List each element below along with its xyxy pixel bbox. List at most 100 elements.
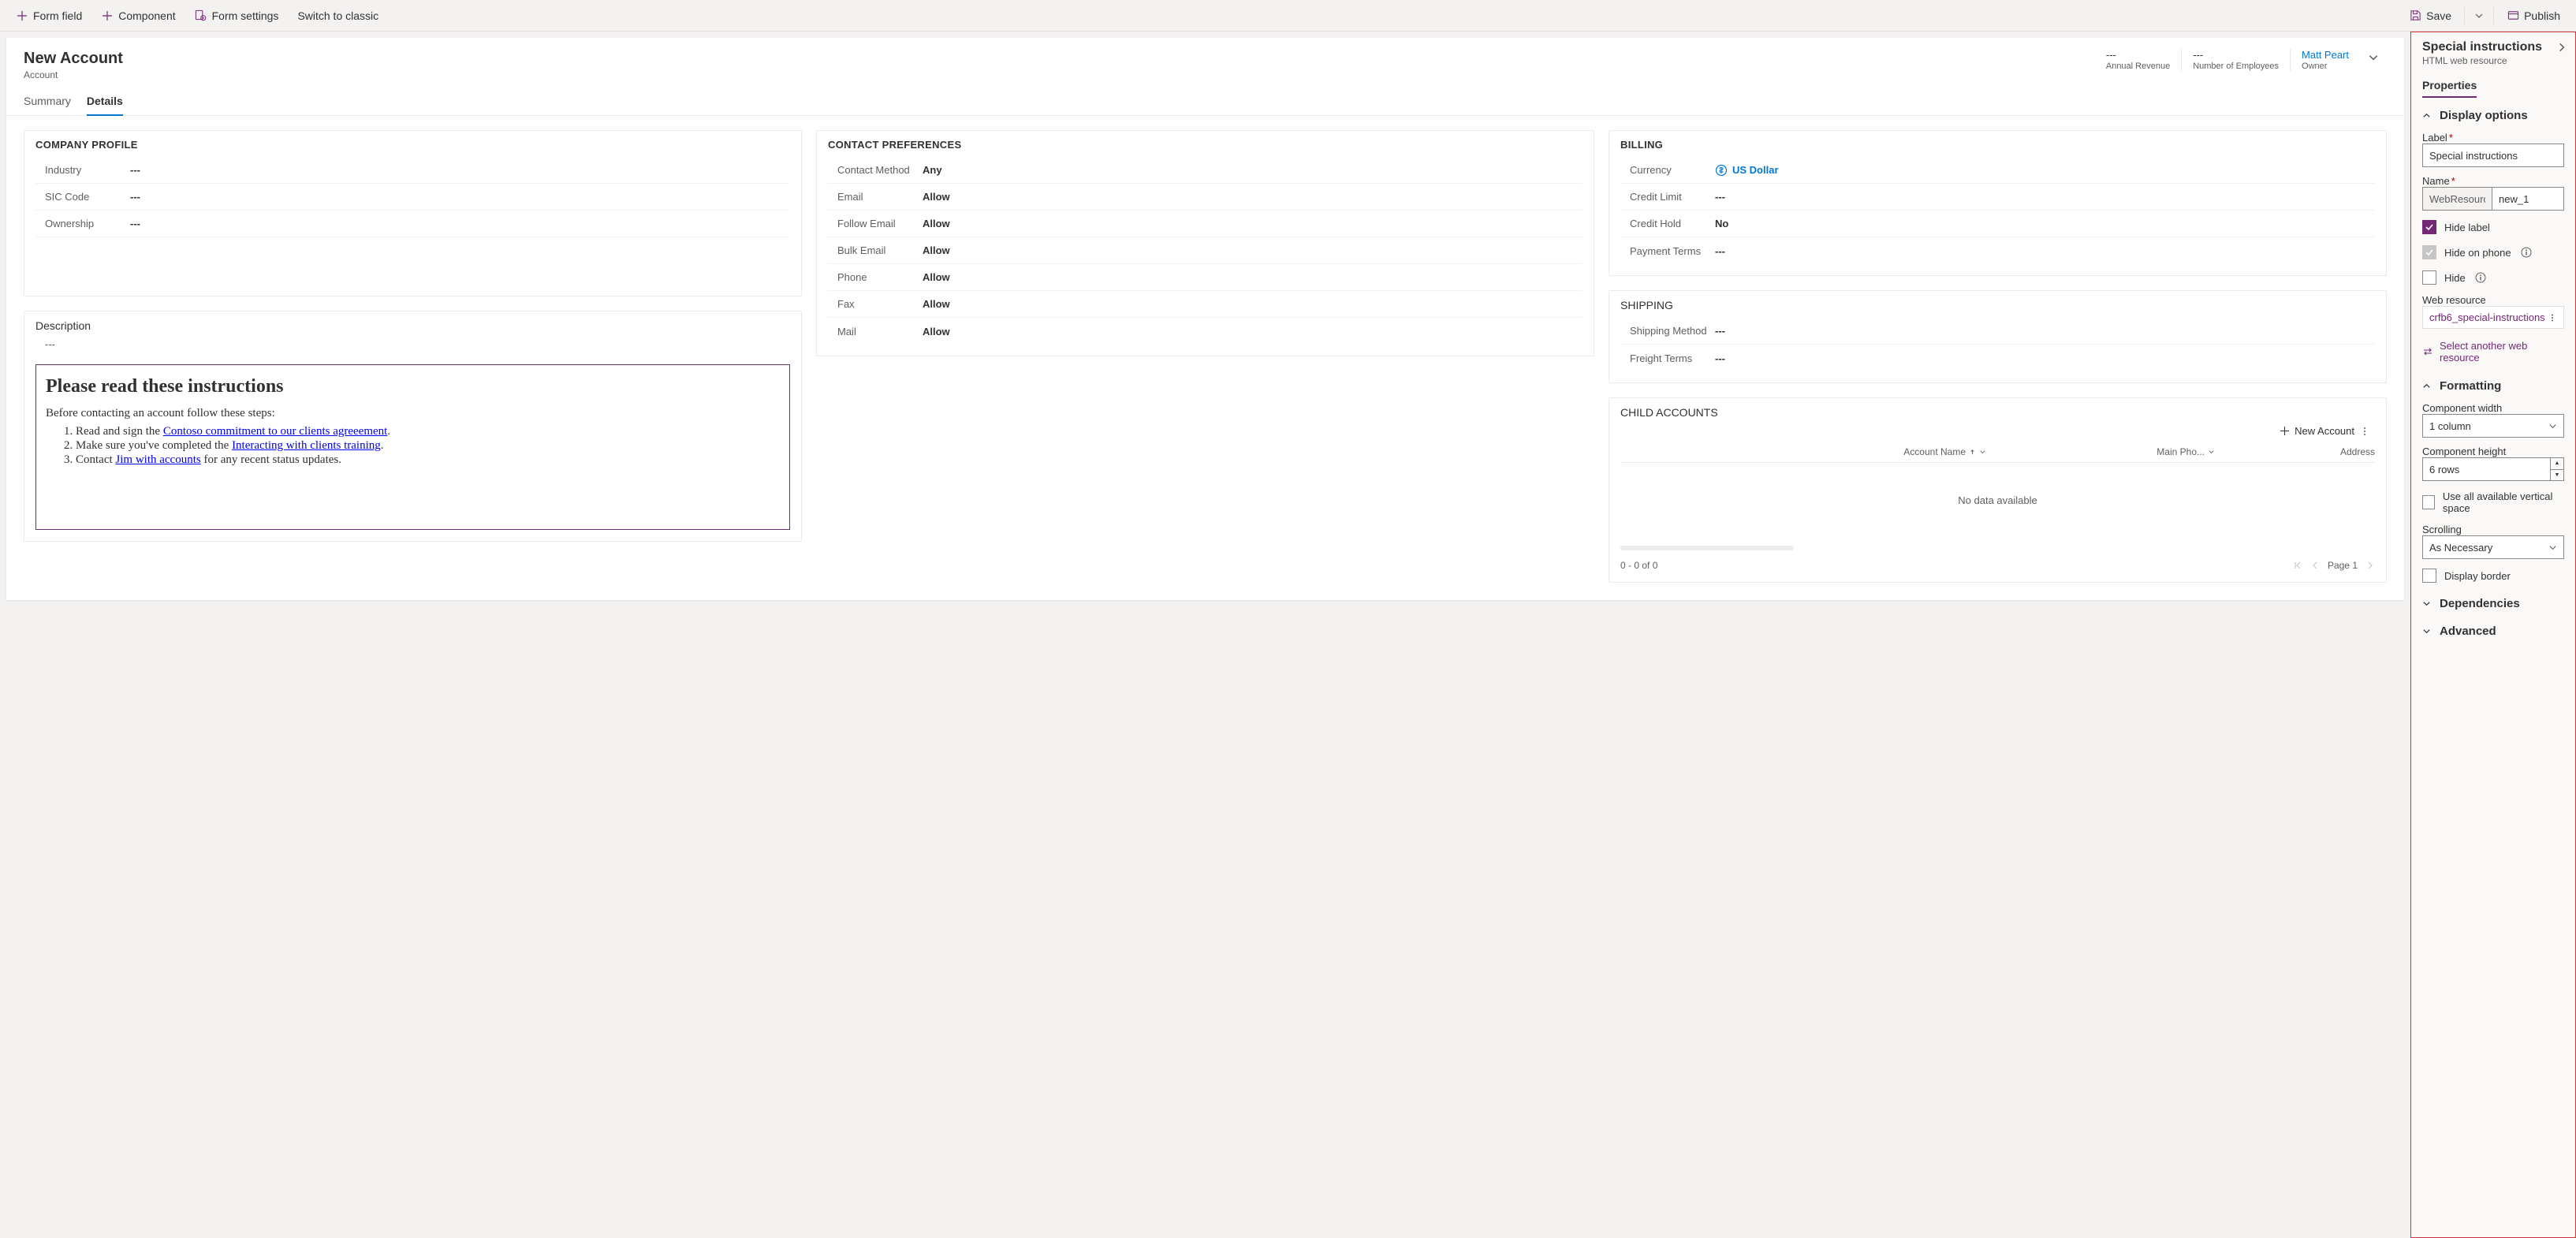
name-input[interactable] <box>2492 187 2564 211</box>
chevron-down-icon <box>1979 449 1986 456</box>
web-resource-special-instructions[interactable]: Please read these instructions Before co… <box>35 364 790 530</box>
hide-checkbox[interactable]: Hide <box>2422 269 2564 286</box>
field-fax[interactable]: FaxAllow <box>828 291 1583 318</box>
component-width-select[interactable]: 1 column <box>2422 414 2564 438</box>
header-stat-employees[interactable]: --- Number of Employees <box>2181 49 2290 71</box>
chevron-down-icon <box>2208 449 2215 456</box>
field-value: US Dollar <box>1732 164 1779 176</box>
name-field-label: Name* <box>2422 175 2564 187</box>
first-page-button[interactable] <box>2293 561 2302 570</box>
section-title: CHILD ACCOUNTS <box>1620 406 2375 419</box>
field-payment-terms[interactable]: Payment Terms--- <box>1620 237 2375 264</box>
webres-link-training[interactable]: Interacting with clients training <box>232 439 381 452</box>
section-contact-preferences[interactable]: CONTACT PREFERENCES Contact MethodAny Em… <box>816 130 1594 356</box>
expander-display-options[interactable]: Display options <box>2422 104 2564 124</box>
switch-classic-button[interactable]: Switch to classic <box>288 0 388 32</box>
new-account-button[interactable]: New Account <box>2280 425 2354 437</box>
publish-button[interactable]: Publish <box>2497 0 2570 32</box>
col-address[interactable]: Address <box>2215 446 2375 457</box>
component-height-input[interactable] <box>2422 457 2550 481</box>
add-form-field-button[interactable]: Form field <box>6 0 91 32</box>
description-value: --- <box>35 338 790 358</box>
webres-step-2: Make sure you've completed the Interacti… <box>76 439 780 453</box>
chevron-up-icon <box>2422 111 2433 120</box>
use-all-space-checkbox[interactable]: Use all available vertical space <box>2422 489 2564 516</box>
webres-link-jim[interactable]: Jim with accounts <box>115 453 200 466</box>
spinner-up-button[interactable]: ▲ <box>2551 458 2563 470</box>
tab-summary[interactable]: Summary <box>24 90 71 115</box>
next-page-button[interactable] <box>2365 561 2375 570</box>
header-expand-button[interactable] <box>2360 49 2387 66</box>
horizontal-scrollbar[interactable] <box>1620 546 1794 550</box>
webres-link-commitment[interactable]: Contoso commitment to our clients agreee… <box>163 425 388 438</box>
section-billing[interactable]: BILLING Currency US Dollar Cr <box>1609 130 2387 276</box>
scrolling-select[interactable]: As Necessary <box>2422 535 2564 559</box>
top-toolbar: Form field Component Form settings Switc… <box>0 0 2576 32</box>
save-dropdown-button[interactable] <box>2468 0 2490 32</box>
checkbox-unchecked-icon <box>2422 495 2435 509</box>
add-component-button[interactable]: Component <box>91 0 185 32</box>
section-title: CONTACT PREFERENCES <box>828 139 1583 151</box>
more-commands-button[interactable] <box>2354 426 2375 437</box>
col-account-name[interactable]: Account Name <box>1620 446 1986 457</box>
stat-label: Annual Revenue <box>2106 62 2170 71</box>
field-shipping-method[interactable]: Shipping Method--- <box>1620 318 2375 345</box>
field-email[interactable]: EmailAllow <box>828 184 1583 211</box>
field-mail[interactable]: MailAllow <box>828 318 1583 345</box>
section-child-accounts[interactable]: CHILD ACCOUNTS New Account <box>1609 397 2387 583</box>
field-industry[interactable]: Industry --- <box>35 157 790 184</box>
field-bulk-email[interactable]: Bulk EmailAllow <box>828 237 1583 264</box>
display-border-checkbox[interactable]: Display border <box>2422 567 2564 584</box>
select-another-link[interactable]: Select another web resource <box>2422 337 2564 367</box>
checkbox-unchecked-icon <box>2422 569 2436 583</box>
section-company-profile[interactable]: COMPANY PROFILE Industry --- SIC Code --… <box>24 130 802 296</box>
label-input[interactable] <box>2422 144 2564 167</box>
panel-title: Special instructions <box>2422 40 2564 54</box>
expander-formatting[interactable]: Formatting <box>2422 375 2564 394</box>
section-shipping[interactable]: SHIPPING Shipping Method--- Freight Term… <box>1609 290 2387 383</box>
more-icon[interactable] <box>2548 313 2557 323</box>
hide-on-phone-checkbox[interactable]: Hide on phone <box>2422 244 2564 261</box>
stat-value: --- <box>2106 49 2170 61</box>
prev-page-button[interactable] <box>2310 561 2320 570</box>
tab-details[interactable]: Details <box>87 90 123 115</box>
swap-icon <box>2422 346 2433 357</box>
webres-intro: Before contacting an account follow thes… <box>46 407 780 420</box>
field-currency[interactable]: Currency US Dollar <box>1620 157 2375 184</box>
info-icon[interactable] <box>2475 272 2486 283</box>
expander-dependencies[interactable]: Dependencies <box>2422 592 2564 612</box>
section-description[interactable]: Description --- Please read these instru… <box>24 311 802 542</box>
chevron-down-icon <box>2422 627 2433 636</box>
panel-tab-properties[interactable]: Properties <box>2422 76 2477 98</box>
properties-panel: Special instructions HTML web resource P… <box>2410 32 2576 1238</box>
header-stat-owner[interactable]: Matt Peart Owner <box>2290 49 2360 71</box>
label-field-label: Label* <box>2422 132 2564 144</box>
field-phone[interactable]: PhoneAllow <box>828 264 1583 291</box>
chevron-down-icon <box>2474 11 2484 21</box>
field-follow-email[interactable]: Follow EmailAllow <box>828 211 1583 237</box>
form-settings-button[interactable]: Form settings <box>185 0 289 32</box>
spinner-down-button[interactable]: ▼ <box>2551 470 2563 481</box>
field-ownership[interactable]: Ownership --- <box>35 211 790 237</box>
field-credit-hold[interactable]: Credit HoldNo <box>1620 211 2375 237</box>
field-credit-limit[interactable]: Credit Limit--- <box>1620 184 2375 211</box>
col-main-phone[interactable]: Main Pho... <box>1986 446 2215 457</box>
field-contact-method[interactable]: Contact MethodAny <box>828 157 1583 184</box>
component-height-spinner[interactable]: ▲ ▼ <box>2422 457 2564 481</box>
separator <box>2464 7 2465 24</box>
info-icon[interactable] <box>2521 247 2532 258</box>
field-freight-terms[interactable]: Freight Terms--- <box>1620 345 2375 371</box>
expander-advanced[interactable]: Advanced <box>2422 620 2564 640</box>
webres-heading: Please read these instructions <box>46 376 780 397</box>
web-resource-lookup[interactable]: crfb6_special-instructions <box>2422 306 2564 329</box>
save-button[interactable]: Save <box>2399 0 2461 32</box>
chevron-down-icon <box>2368 52 2379 63</box>
form-header: New Account Account --- Annual Revenue -… <box>6 38 2404 80</box>
panel-expand-button[interactable] <box>2556 42 2567 53</box>
grid-header-row: Account Name Main Pho... Address <box>1620 442 2375 463</box>
hide-label-checkbox[interactable]: Hide label <box>2422 218 2564 236</box>
component-label: Component <box>118 9 175 22</box>
stat-label: Owner <box>2302 62 2349 71</box>
field-sic-code[interactable]: SIC Code --- <box>35 184 790 211</box>
header-stat-revenue[interactable]: --- Annual Revenue <box>2095 49 2181 71</box>
